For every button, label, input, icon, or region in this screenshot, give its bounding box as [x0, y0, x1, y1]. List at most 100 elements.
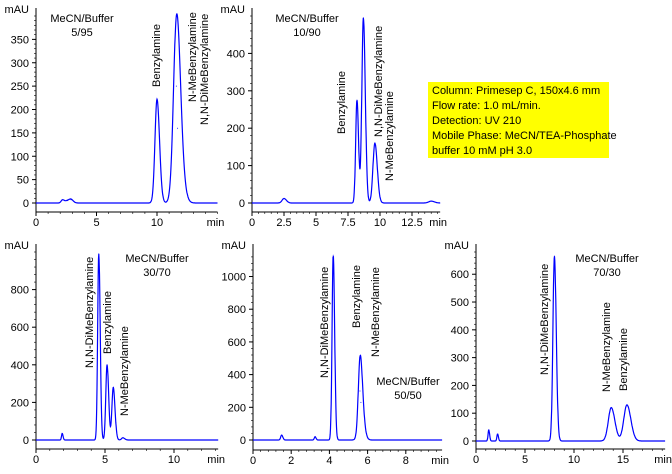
chromatogram-panel-2: mAU min 0 100 200 300 400 0 2.5 5 7.5 10 12.5 MeCN/Bu…	[221, 4, 447, 229]
peak-point	[332, 254, 334, 256]
peak-label: N-MeBenzylamine	[601, 302, 613, 392]
y-tick-label: 350	[11, 34, 29, 46]
y-tick-label: 100	[451, 408, 469, 420]
x-tick-label: 5	[522, 454, 528, 466]
peak-point	[70, 199, 72, 201]
y-tick-label: 100	[227, 161, 245, 173]
x-tick-label: 10	[151, 217, 163, 229]
y-tick-label: 1000	[222, 272, 246, 284]
chromatogram-panel-4: mAU min 0 200 400 600 800 1000 0 2 4 6 8 MeCN/Buffer 5…	[222, 240, 449, 467]
chromatogram-panel-1: mAU min 0 50 100 150 200 250 300 350 0 5 10 MeCN/Buff…	[5, 4, 225, 229]
y-tick-label: 200	[228, 402, 246, 414]
x-tick-label: 5	[93, 217, 99, 229]
peak-label: Benzylamine	[336, 71, 348, 134]
peak-point	[626, 404, 628, 406]
peak-point	[177, 127, 179, 129]
y-axis-label: mAU	[5, 4, 30, 16]
x-axis-label: min	[431, 455, 449, 467]
y-tick-label: 300	[227, 86, 245, 98]
y-axis-label: mAU	[221, 4, 246, 16]
peak-point	[488, 429, 490, 431]
y-tick-label: 800	[11, 285, 29, 297]
peak-point	[61, 432, 63, 434]
x-tick-label: 6	[365, 455, 371, 467]
y-tick-label: 0	[463, 436, 469, 448]
y-axis-label: mAU	[5, 240, 30, 252]
x-axis-label: min	[654, 454, 672, 466]
y-tick-label: 400	[451, 325, 469, 337]
peak-label: Benzylamine	[102, 291, 114, 354]
mobile-phase-ratio: 30/70	[143, 267, 171, 279]
peak-label: N,N-DiMeBenzylamine	[319, 267, 331, 378]
x-tick-label: 5	[102, 454, 108, 466]
peak-point	[360, 401, 362, 403]
y-tick-label: 0	[23, 435, 29, 447]
peak-point	[62, 199, 64, 201]
x-axis-label: min	[429, 217, 447, 229]
peak-point	[610, 407, 612, 409]
x-tick-label: 15	[617, 454, 629, 466]
chromatogram-trace	[253, 255, 443, 441]
y-tick-label: 400	[11, 360, 29, 372]
y-tick-label: 250	[11, 81, 29, 93]
y-tick-label: 300	[451, 353, 469, 365]
peak-label: N-MeBenzylamine	[384, 91, 396, 181]
peak-label: Benzylamine	[151, 24, 163, 87]
chromatogram-panel-5: mAU min 0 100 200 300 400 500 600 0 5 10 15 MeCN/Buff…	[445, 240, 672, 466]
x-tick-label: 5	[313, 217, 319, 229]
chromatogram-trace	[36, 253, 219, 441]
mobile-phase-title: MeCN/Buffer	[376, 376, 440, 388]
chromatogram-trace	[252, 17, 441, 204]
x-tick-label: 0	[33, 217, 39, 229]
info-line: Flow rate: 1.0 mL/min.	[432, 100, 541, 112]
mobile-phase-title: MeCN/Buffer	[50, 13, 114, 25]
peak-point	[359, 390, 361, 392]
x-tick-label: 7.5	[340, 217, 355, 229]
x-tick-label: 10	[168, 454, 180, 466]
y-tick-label: 0	[23, 198, 29, 210]
x-tick-label: 0	[249, 217, 255, 229]
x-tick-label: 8	[403, 455, 409, 467]
conditions-box: Column: Primesep C, 150x4.6 mm Flow rate…	[428, 82, 617, 158]
x-axis-label: min	[207, 217, 225, 229]
y-tick-label: 150	[11, 128, 29, 140]
peak-point	[553, 255, 555, 257]
y-tick-label: 800	[228, 304, 246, 316]
y-tick-label: 600	[11, 322, 29, 334]
info-line: Mobile Phase: MeCN/TEA-Phosphate	[432, 130, 617, 142]
mobile-phase-ratio: 70/30	[593, 267, 621, 279]
peak-point	[122, 437, 124, 439]
y-tick-label: 500	[451, 297, 469, 309]
peak-label: N-MeBenzylamine	[187, 12, 199, 102]
peak-label: N-MeBenzylamine	[370, 267, 382, 357]
y-tick-label: 400	[227, 48, 245, 60]
peak-label: N,N-DiMeBenzylamine	[199, 14, 211, 125]
y-axis-label: mAU	[445, 240, 470, 252]
mobile-phase-title: MeCN/Buffer	[125, 253, 189, 265]
peak-point	[374, 142, 376, 144]
y-tick-label: 200	[11, 397, 29, 409]
mobile-phase-title: MeCN/Buffer	[575, 253, 639, 265]
mobile-phase-ratio: 5/95	[71, 27, 92, 39]
x-tick-label: 0	[33, 454, 39, 466]
x-tick-label: 2	[288, 455, 294, 467]
peak-point	[283, 198, 285, 200]
y-tick-label: 0	[240, 435, 246, 447]
y-axis-label: mAU	[222, 240, 247, 252]
y-tick-label: 200	[227, 123, 245, 135]
peak-label: N,N-DiMeBenzylamine	[373, 26, 385, 137]
y-tick-label: 400	[228, 370, 246, 382]
y-tick-label: 300	[11, 58, 29, 70]
peak-label: N,N-DiMeBenzylamine	[539, 264, 551, 375]
peak-label: Benzylamine	[618, 328, 630, 391]
y-tick-label: 600	[451, 269, 469, 281]
chromatogram-trace	[476, 256, 666, 442]
peak-point	[430, 200, 432, 202]
x-tick-label: 0	[250, 455, 256, 467]
x-tick-label: 12.5	[401, 217, 422, 229]
mobile-phase-ratio: 10/90	[293, 27, 321, 39]
peak-point	[314, 436, 316, 438]
y-tick-label: 50	[17, 175, 29, 187]
